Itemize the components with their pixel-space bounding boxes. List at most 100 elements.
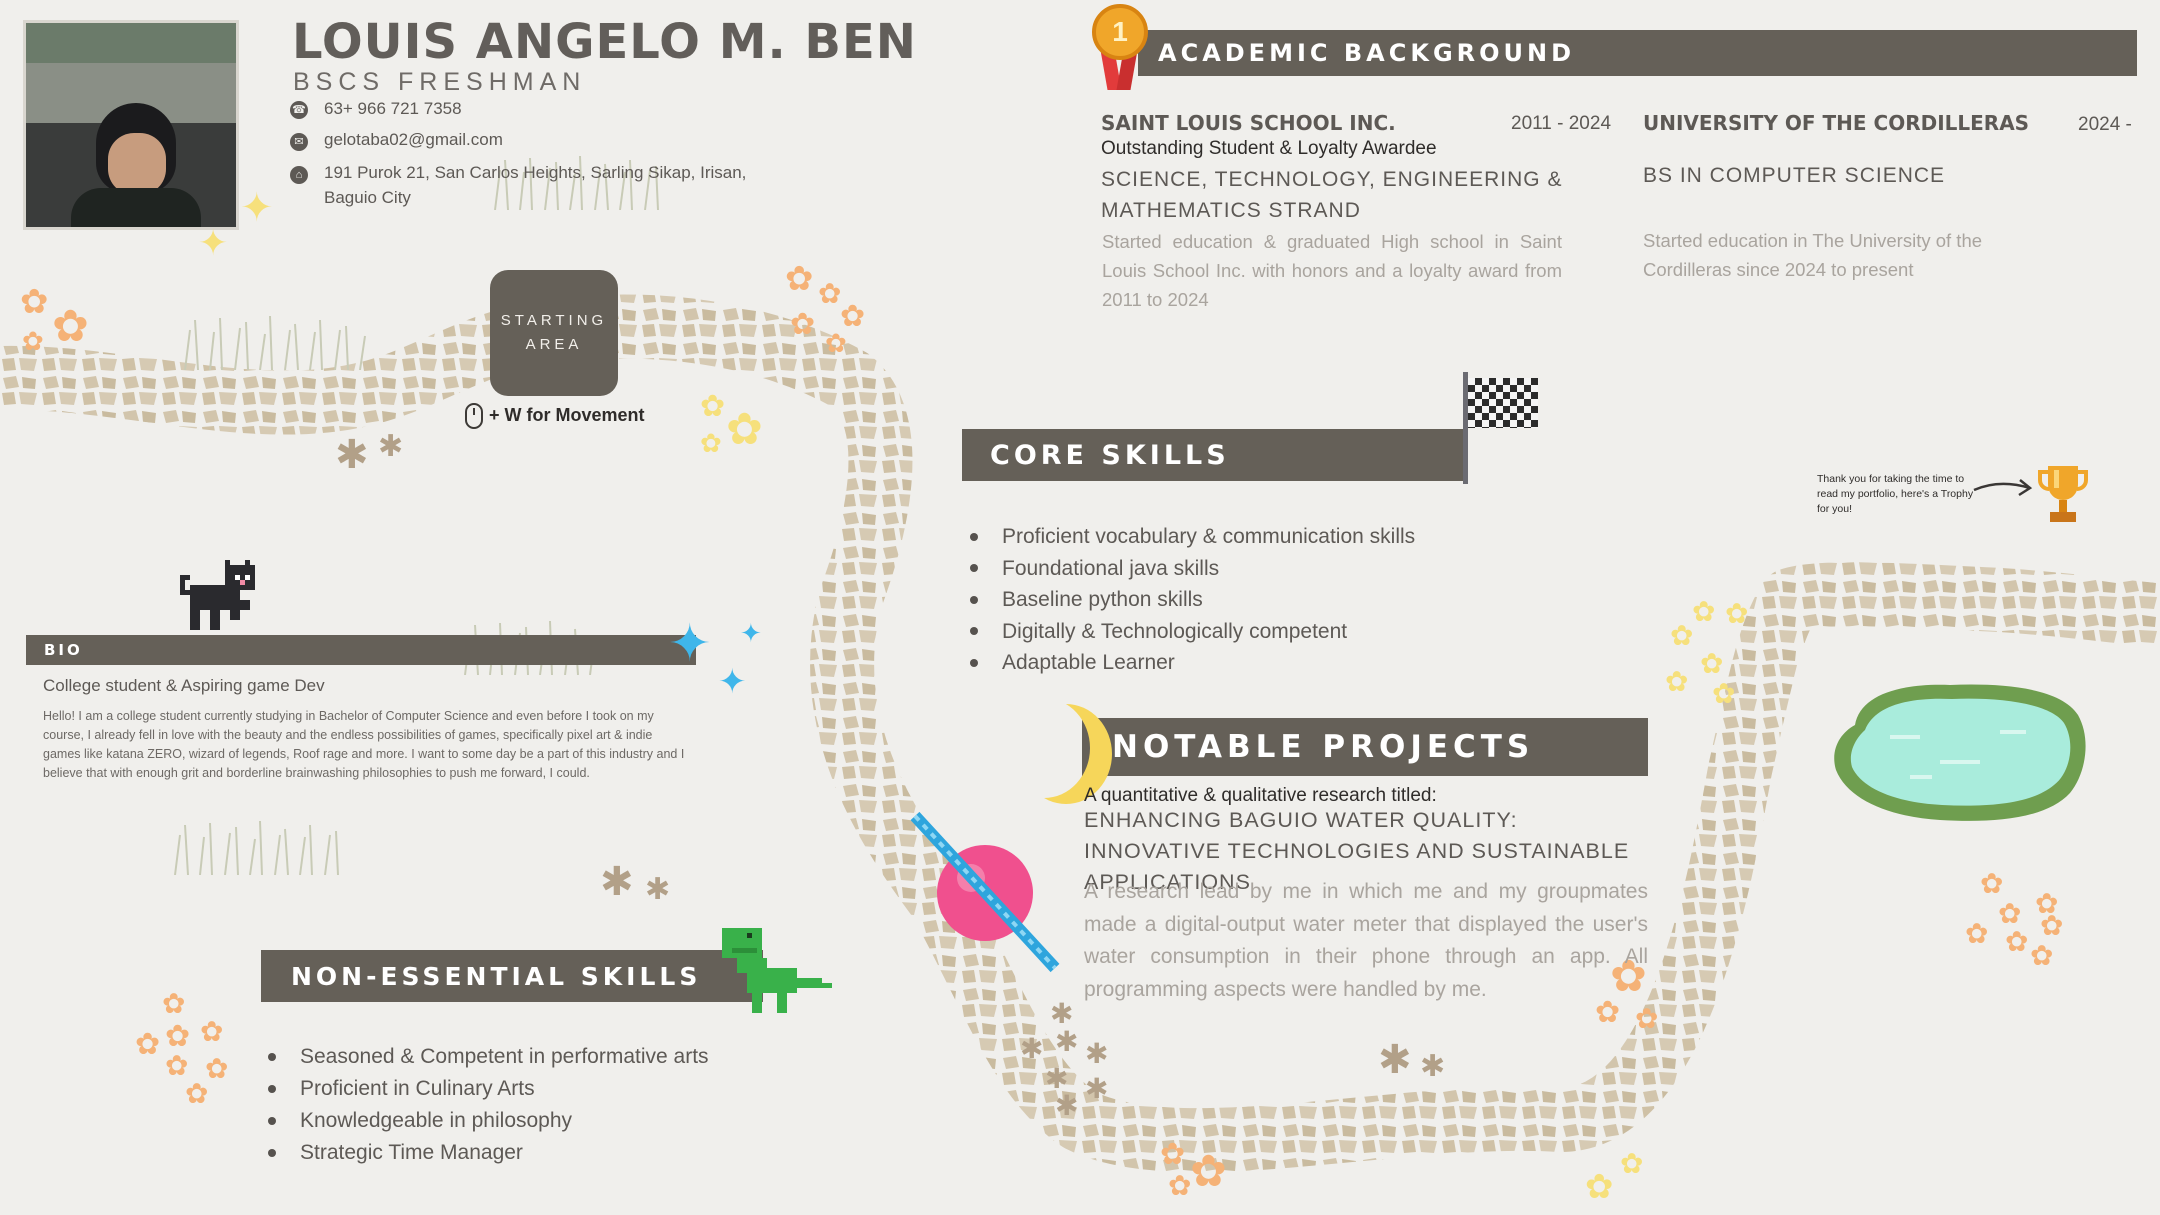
school2-desc: Started education in The University of t… [1643,230,1983,280]
list-item: Seasoned & Competent in performative art… [262,1041,709,1073]
home-icon: ⌂ [290,166,308,184]
sparkle-icon: ✦ [668,615,712,673]
starting-area-button[interactable]: STARTING AREA [490,270,618,396]
movement-hint: + W for Movement [489,405,645,425]
projects-title: ENHANCING BAGUIO WATER QUALITY: INNOVATI… [1084,808,1630,894]
phone-icon: ☎ [290,101,308,119]
non-essential-heading: NON-ESSENTIAL SKILLS [291,961,702,991]
flower-decoration: ✿ [1665,666,1689,697]
flower-decoration: ✿ [1160,1138,1186,1171]
email-icon: ✉ [290,133,308,151]
bio-header-bar: BIO [26,635,696,665]
flower-decoration: ✱ [1085,1038,1109,1069]
flower-decoration: ✿ [1585,1168,1614,1206]
profile-role: BSCS FRESHMAN [293,68,587,96]
flower-decoration: ✿ [135,1028,161,1061]
school1-years: 2011 - 2024 [1511,113,1612,134]
flower-decoration: ✱ [1378,1038,1412,1082]
school1-desc: Started education & graduated High schoo… [1102,231,1562,310]
list-item: Baseline python skills [964,584,1415,616]
flower-decoration: ✿ [1998,898,2022,929]
flower-decoration: ✿ [2040,910,2064,941]
flower-decoration: ✿ [700,428,722,458]
bio-subtitle: College student & Aspiring game Dev [43,676,325,695]
sparkle-icon: ✦ [740,618,762,648]
flower-decoration: ✱ [378,430,404,463]
list-item: Foundational java skills [964,553,1415,585]
flower-decoration: ✱ [1085,1073,1109,1104]
pond-sprite [1834,684,2086,821]
flower-decoration: ✿ [818,278,842,309]
flower-decoration: ✱ [1050,998,1074,1029]
profile-phone: 63+ 966 721 7358 [324,99,462,118]
flower-decoration: ✿ [2035,888,2059,919]
list-item: Proficient vocabulary & communication sk… [964,521,1415,553]
non-essential-list: Seasoned & Competent in performative art… [262,1041,709,1169]
profile-address-line2: Baguio City [324,188,411,207]
flower-decoration: ✿ [1980,868,2004,899]
flower-decoration: ✱ [645,873,671,906]
bio-text: Hello! I am a college student currently … [43,709,685,780]
grass-decoration [174,820,339,875]
list-item: Strategic Time Manager [262,1137,709,1169]
projects-heading: NOTABLE PROJECTS [1112,729,1535,765]
trophy-icon [2038,466,2088,522]
bio-heading: BIO [44,641,83,659]
flower-decoration: ✿ [1965,918,1989,949]
projects-desc: A research lead by me in which me and my… [1084,880,1648,1001]
grass-decoration [184,315,366,370]
flower-decoration: ✱ [600,860,634,904]
core-heading: CORE SKILLS [990,439,1230,471]
flower-decoration: ✿ [162,988,186,1019]
list-item: Knowledgeable in philosophy [262,1105,709,1137]
flower-decoration: ✿ [2030,940,2054,971]
flower-decoration: ✿ [52,302,89,351]
profile-photo [23,20,239,230]
sparkle-icon: ✦ [240,186,274,230]
flower-decoration: ✿ [700,390,726,423]
flower-decoration: ✿ [200,1016,224,1047]
medal-icon: 1 [1090,2,1150,94]
flower-decoration: ✱ [335,433,369,477]
school1-strand: SCIENCE, TECHNOLOGY, ENGINEERING & MATHE… [1101,168,1563,222]
flower-decoration: ✿ [2005,926,2029,957]
flower-decoration: ✿ [165,1020,191,1053]
flower-decoration: ✱ [1045,1063,1069,1094]
list-item: Proficient in Culinary Arts [262,1073,709,1105]
core-header-bar: CORE SKILLS [962,429,1468,481]
flower-decoration: ✿ [825,328,847,358]
flower-decoration: ✿ [1168,1170,1192,1201]
school1-award: Outstanding Student & Loyalty Awardee [1101,138,1437,159]
profile-email[interactable]: gelotaba02@gmail.com [324,130,503,149]
arrow-icon [1973,479,2033,497]
flower-decoration: ✿ [185,1078,209,1109]
list-item: Adaptable Learner [964,647,1415,679]
core-skills-list: Proficient vocabulary & communication sk… [964,521,1415,679]
mouse-icon [465,403,483,429]
flower-decoration: ✿ [1712,678,1736,709]
flower-decoration: ✱ [1420,1050,1446,1083]
flower-decoration: ✿ [1670,620,1694,651]
flower-decoration: ✿ [165,1050,189,1081]
flower-decoration: ✿ [205,1053,229,1084]
flower-decoration: ✿ [20,283,49,321]
starting-area-line2: AREA [525,336,583,353]
school2-program: BS IN COMPUTER SCIENCE [1643,164,1946,187]
school2-years: 2024 - [2078,114,2132,135]
flower-decoration: ✿ [1610,952,1647,1001]
academic-heading: ACADEMIC BACKGROUND [1158,39,1576,67]
academic-header-bar: ACADEMIC BACKGROUND [1138,30,2137,76]
projects-intro: A quantitative & qualitative research ti… [1084,785,1437,806]
flower-decoration: ✿ [726,405,763,454]
flower-decoration: ✿ [1620,1148,1644,1179]
flower-decoration: ✱ [1055,1026,1079,1057]
list-item: Digitally & Technologically competent [964,616,1415,648]
sparkle-icon: ✦ [718,663,747,701]
profile-address-line1: 191 Purok 21, San Carlos Heights, Sarlin… [324,163,747,182]
projects-header-bar: NOTABLE PROJECTS [1082,718,1648,776]
sparkle-icon: ✦ [198,222,229,263]
dino-sprite [722,928,832,1013]
school2-name: UNIVERSITY OF THE CORDILLERAS [1643,111,2030,135]
flower-decoration: ✿ [1692,596,1716,627]
medal-number: 1 [1112,16,1128,47]
